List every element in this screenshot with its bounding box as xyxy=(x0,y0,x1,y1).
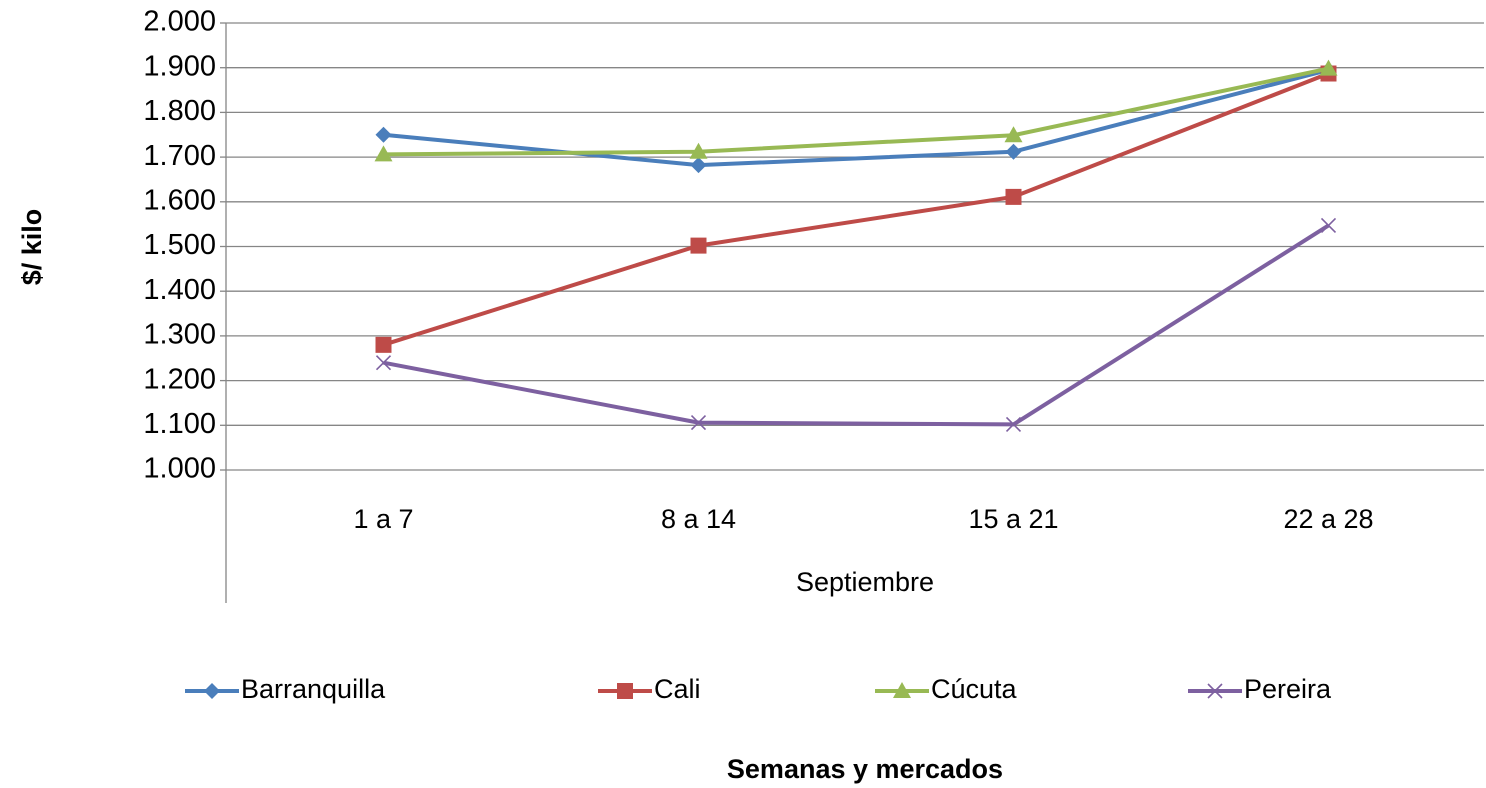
marker xyxy=(1004,126,1023,143)
legend-marker xyxy=(617,683,633,699)
y-tick-label: 1.300 xyxy=(143,319,216,351)
marker xyxy=(1320,217,1337,234)
marker xyxy=(689,142,708,159)
legend-label: Cali xyxy=(654,674,701,704)
marker xyxy=(374,145,393,162)
y-tick-label: 1.500 xyxy=(143,229,216,261)
marker xyxy=(375,336,392,353)
series-line xyxy=(383,223,1330,427)
marker xyxy=(1005,143,1022,160)
y-tick-label: 1.700 xyxy=(143,140,216,172)
marker xyxy=(375,355,392,371)
series-line xyxy=(383,66,1329,157)
marker xyxy=(1005,416,1022,432)
series-line xyxy=(383,67,1330,168)
marker xyxy=(1005,188,1022,205)
legend-title: Semanas y mercados xyxy=(727,754,1003,784)
x-tick-label: 8 a 14 xyxy=(661,504,736,534)
y-tick-label: 1.200 xyxy=(143,363,216,395)
marker xyxy=(690,237,707,254)
x-axis-title: Septiembre xyxy=(796,567,934,597)
x-tick-label: 15 a 21 xyxy=(968,504,1058,534)
x-tick-label: 1 a 7 xyxy=(353,504,413,534)
y-tick-label: 1.800 xyxy=(143,95,216,127)
series-line xyxy=(382,71,1330,347)
legend-label: Cúcuta xyxy=(931,674,1018,704)
y-tick-label: 1.100 xyxy=(143,408,216,440)
legend-label: Barranquilla xyxy=(241,674,386,704)
legend-marker xyxy=(204,683,220,699)
legend-label: Pereira xyxy=(1244,674,1332,704)
y-tick-label: 1.400 xyxy=(143,274,216,306)
legend-marker xyxy=(1207,683,1223,699)
marker xyxy=(1319,59,1338,76)
y-tick-label: 1.000 xyxy=(143,453,216,485)
legend-marker xyxy=(893,682,911,698)
y-tick-label: 1.600 xyxy=(143,184,216,216)
marker xyxy=(375,126,392,143)
x-tick-label: 22 a 28 xyxy=(1283,504,1373,534)
marker xyxy=(690,415,707,431)
marker xyxy=(690,157,707,174)
y-tick-label: 1.900 xyxy=(143,50,216,82)
y-tick-label: 2.000 xyxy=(143,6,216,38)
y-axis-title: $/ kilo xyxy=(17,209,47,286)
